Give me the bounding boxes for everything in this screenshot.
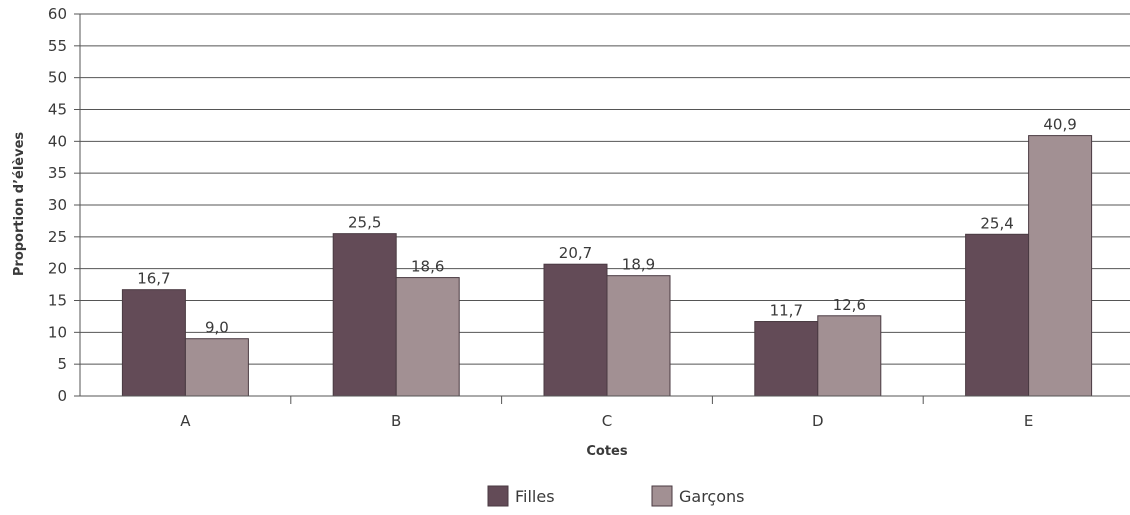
y-tick-label: 50 bbox=[48, 69, 67, 87]
axes bbox=[74, 13, 1130, 404]
data-label: 11,7 bbox=[770, 302, 803, 320]
data-label: 20,7 bbox=[559, 244, 592, 262]
y-tick-label: 15 bbox=[48, 292, 67, 310]
y-tick-label: 60 bbox=[48, 5, 67, 23]
data-label: 9,0 bbox=[205, 319, 229, 337]
y-tick-label: 40 bbox=[48, 132, 67, 150]
y-tick-label: 25 bbox=[48, 228, 67, 246]
y-tick-labels: 0 5 10 15 20 25 30 35 40 45 50 55 60 bbox=[48, 5, 67, 405]
y-tick-label: 35 bbox=[48, 164, 67, 182]
x-tick-label: D bbox=[812, 412, 824, 430]
data-label: 12,6 bbox=[833, 296, 866, 314]
bar-garons-e bbox=[1028, 135, 1093, 397]
y-tick-label: 45 bbox=[48, 101, 67, 119]
bar-filles-b bbox=[332, 233, 397, 397]
legend: Filles Garçons bbox=[487, 485, 745, 507]
y-tick-label: 0 bbox=[57, 387, 67, 405]
y-tick-label: 55 bbox=[48, 37, 67, 55]
x-tick-label: B bbox=[391, 412, 401, 430]
y-tick-label: 10 bbox=[48, 323, 67, 341]
data-label: 40,9 bbox=[1043, 116, 1076, 134]
x-tick-label: C bbox=[602, 412, 612, 430]
legend-swatch-garcons bbox=[651, 485, 673, 507]
data-label: 25,5 bbox=[348, 214, 381, 232]
bar-filles-a bbox=[121, 289, 186, 397]
legend-swatch-filles bbox=[487, 485, 509, 507]
bar-filles-e bbox=[965, 233, 1030, 397]
data-label: 18,6 bbox=[411, 258, 444, 276]
y-axis-title: Proportion d’élèves bbox=[12, 132, 27, 277]
bar-garons-b bbox=[395, 277, 460, 397]
data-label: 16,7 bbox=[137, 270, 170, 288]
bar-garons-d bbox=[817, 315, 882, 397]
legend-label-garcons: Garçons bbox=[679, 487, 745, 506]
bar-filles-d bbox=[754, 321, 819, 397]
bar-garons-a bbox=[184, 338, 249, 397]
bar-garons-c bbox=[606, 275, 671, 397]
y-tick-label: 20 bbox=[48, 260, 67, 278]
data-label: 18,9 bbox=[622, 256, 655, 274]
y-tick-label: 5 bbox=[57, 355, 67, 373]
x-tick-label: A bbox=[180, 412, 191, 430]
y-tick-label: 30 bbox=[48, 196, 67, 214]
bars bbox=[121, 135, 1093, 397]
data-label: 25,4 bbox=[980, 214, 1013, 232]
data-labels: 16,7 9,0 25,5 18,6 20,7 18,9 11,7 12,6 25,4 40,9 bbox=[137, 116, 1077, 337]
gridlines bbox=[80, 13, 1130, 365]
x-tick-labels: A B C D E bbox=[180, 412, 1033, 430]
bar-filles-c bbox=[543, 263, 608, 397]
x-tick-label: E bbox=[1024, 412, 1033, 430]
legend-label-filles: Filles bbox=[515, 487, 555, 506]
x-axis-title: Cotes bbox=[586, 444, 628, 459]
